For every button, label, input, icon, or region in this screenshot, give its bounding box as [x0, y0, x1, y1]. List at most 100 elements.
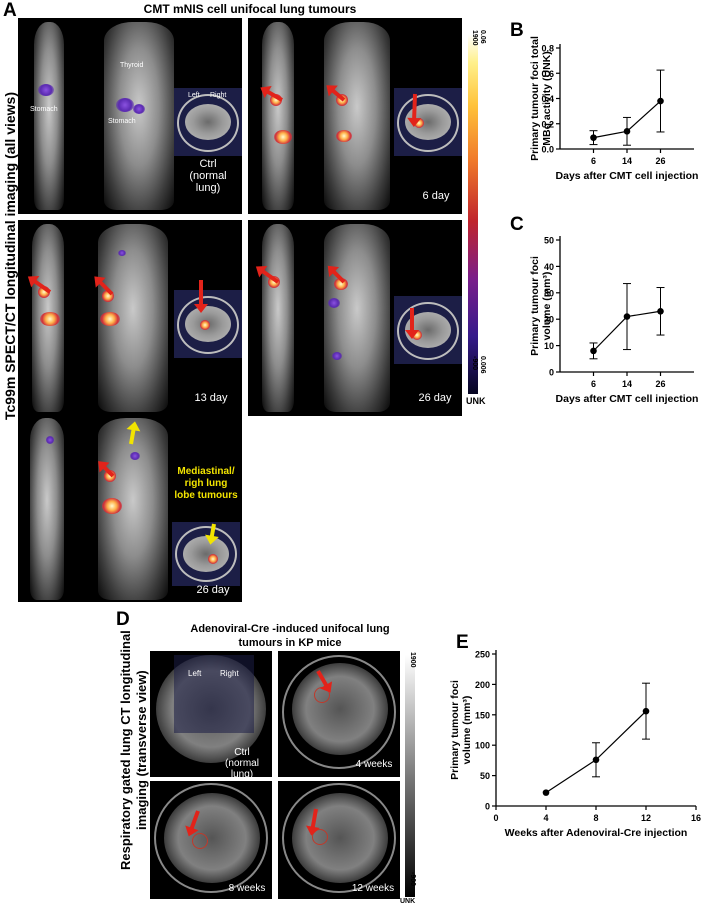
spect-ct-26day-mediastinal-panel: Mediastinal/ righ lung lobe tumours 26 d…: [18, 412, 242, 602]
y-tick-label: 0.2: [541, 119, 554, 129]
uptake-spot: [102, 498, 122, 514]
scanner-bed-ring: [177, 94, 239, 152]
x-axis-label: Weeks after Adenoviral-Cre injection: [505, 827, 688, 839]
colorbar-max: 1900: [471, 30, 478, 46]
colorbar-max-activity: 0.06: [479, 30, 486, 44]
y-tick-label: 50: [544, 236, 554, 246]
transverse-view: [172, 522, 240, 586]
panel-label-a: A: [3, 0, 17, 21]
colorbar-min: -900: [471, 356, 478, 371]
uptake-spot: [46, 436, 54, 444]
ct-12weeks-panel: 12 weeks: [278, 781, 400, 899]
uptake-spot: [328, 298, 340, 308]
y-tick-label: 0.8: [541, 44, 554, 54]
x-tick-label: 4: [543, 813, 548, 823]
panel-label-e: E: [456, 632, 469, 653]
transverse-body: [185, 104, 231, 140]
spect-ct-26day-panel: 26 day: [248, 220, 462, 416]
panel-label-c: C: [510, 214, 524, 235]
label-left: Left: [188, 669, 202, 678]
colorbar-min: -900: [409, 872, 416, 887]
panel-label-b: B: [510, 20, 524, 41]
label-stomach: Stomach: [108, 118, 136, 125]
day-label: 26 day: [418, 392, 452, 404]
ct-transverse-view: [292, 793, 388, 883]
tumour-hotspot: [208, 554, 218, 564]
y-tick-label: 100: [475, 741, 490, 751]
colorbar-unit: UNK: [466, 396, 486, 406]
panel-d-title: Adenoviral-Cre -induced unifocal lung tu…: [190, 623, 390, 649]
sagittal-view: [262, 22, 294, 210]
y-tick-label: 250: [475, 650, 490, 660]
x-axis-label: Days after CMT cell injection: [556, 170, 699, 182]
data-point: [657, 307, 664, 315]
uptake-spot: [118, 250, 126, 256]
y-axis-label-line1: Primary tumour foci total: [529, 36, 541, 161]
uptake-spot: [133, 104, 145, 114]
uptake-spot: [38, 84, 54, 96]
ct-overlay: [174, 655, 254, 733]
label-thyroid: Thyroid: [120, 62, 144, 69]
y-tick-label: 0.6: [541, 69, 554, 79]
y-tick-label: 0: [485, 802, 490, 812]
y-tick-label: 150: [475, 710, 490, 720]
y-tick-label: 30: [544, 288, 554, 298]
x-tick-label: 14: [622, 156, 632, 166]
uptake-spot: [274, 130, 292, 144]
scanner-bed-ring: [397, 94, 459, 152]
data-point: [657, 97, 664, 105]
colorbar-unit: UNK: [400, 898, 416, 905]
data-point: [642, 707, 650, 715]
colorbar-min-activity: 0.006: [479, 356, 486, 374]
y-tick-label: 0.0: [541, 145, 554, 155]
y-tick-label: 0: [549, 368, 554, 378]
scanner-bed-ring: [177, 296, 239, 354]
data-point: [590, 347, 597, 355]
scanner-bed-ring: [282, 783, 396, 893]
y-tick-label: 0.4: [541, 94, 554, 104]
x-tick-label: 14: [622, 379, 632, 389]
sagittal-view: [34, 22, 64, 210]
ct-transverse-view: [292, 663, 388, 755]
scanner-bed-ring: [397, 302, 459, 360]
spect-colorbar: [468, 34, 478, 394]
y-tick-label: 20: [544, 315, 554, 325]
x-tick-label: 8: [593, 813, 598, 823]
x-tick-label: 0: [493, 813, 498, 823]
coronal-view: [104, 22, 174, 210]
tumour-hotspot: [200, 320, 210, 330]
x-tick-label: 12: [641, 813, 651, 823]
x-axis-label: Days after CMT cell injection: [556, 393, 699, 405]
spect-ct-ctrl-panel: Stomach Thyroid Stomach Left Right Ctrl …: [18, 18, 242, 214]
data-point: [590, 134, 597, 141]
uptake-spot: [116, 98, 134, 112]
week-label: 12 weeks: [351, 883, 395, 894]
week-label: 4 weeks: [355, 759, 393, 770]
data-point: [623, 313, 631, 320]
y-axis-label-line1: Primary tumour foci: [529, 256, 541, 356]
panel-d-vertical-label: Respiratory gated lung CT longitudinal i…: [118, 630, 149, 870]
uptake-spot: [130, 452, 140, 460]
ct-transverse-view: [164, 793, 260, 883]
y-axis-label-line2: volume (mm³): [461, 696, 473, 765]
week-label: 8 weeks: [228, 883, 266, 894]
y-axis-label-line2: MBq activity (UNK): [541, 51, 553, 146]
y-tick-label: 200: [475, 680, 490, 690]
uptake-spot: [40, 312, 60, 326]
ct-ctrl-panel: Left Right Ctrl (normal lung): [150, 651, 272, 777]
data-point: [623, 128, 631, 135]
chart-b: 0.0 0.2 0.4 0.6 0.8 6 14 26 Days after CMT cell …: [529, 36, 699, 182]
x-tick-label: 16: [691, 813, 701, 823]
spect-ct-13day-panel: 13 day: [18, 220, 242, 416]
spect-ct-6day-panel: 6 day: [248, 18, 462, 214]
ct-4weeks-panel: 4 weeks: [278, 651, 400, 777]
scanner-bed-ring: [175, 526, 237, 582]
x-tick-label: 6: [591, 379, 596, 389]
chart-c: 0 10 20 30 40 50 6 14 26 Days after CMT cell inje…: [529, 236, 699, 406]
panel-a-vertical-label: Tc99m SPECT/CT longitudinal imaging (all…: [2, 91, 18, 420]
x-tick-label: 26: [655, 156, 665, 166]
ct-8weeks-panel: 8 weeks: [150, 781, 272, 899]
sagittal-view: [30, 418, 64, 600]
day-label: 26 day: [196, 584, 230, 596]
